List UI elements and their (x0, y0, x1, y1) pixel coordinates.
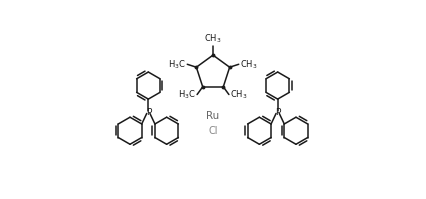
Text: CH$_3$: CH$_3$ (204, 32, 222, 45)
Text: CH$_3$: CH$_3$ (230, 88, 248, 101)
Text: CH$_3$: CH$_3$ (240, 58, 257, 70)
Text: P: P (275, 108, 280, 117)
Text: H$_3$C: H$_3$C (178, 88, 196, 101)
Text: Cl: Cl (208, 126, 218, 136)
Text: Ru: Ru (206, 111, 220, 121)
Text: P: P (146, 108, 151, 117)
Text: H$_3$C: H$_3$C (168, 58, 186, 70)
